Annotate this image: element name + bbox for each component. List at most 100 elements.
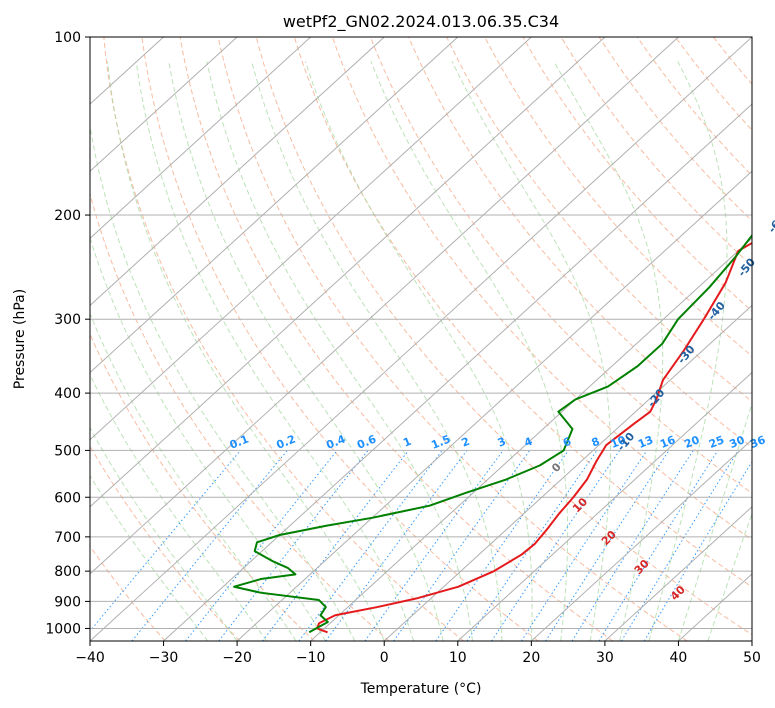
mixing-ratio-label: 16	[658, 433, 677, 451]
dry-adiabat	[293, 37, 752, 588]
y-axis-title: Pressure (hPa)	[12, 289, 28, 389]
mixing-ratio-label: 2	[460, 435, 472, 450]
mixing-ratio-label: 25	[707, 433, 726, 451]
mixing-ratio-label: 1	[401, 435, 413, 450]
isotherm	[457, 371, 752, 641]
x-tick-label: 40	[670, 650, 688, 666]
dry-adiabat	[141, 37, 539, 641]
x-tick-label: −40	[75, 650, 105, 666]
y-tick-label: 300	[54, 312, 81, 328]
moist-adiabat	[90, 312, 297, 641]
x-tick-label: 50	[743, 650, 761, 666]
moist-adiabat	[90, 236, 326, 641]
isotherm	[90, 37, 459, 374]
mixing-ratio-line	[364, 450, 504, 641]
dry-adiabat	[522, 37, 752, 312]
mixing-ratio-line	[643, 460, 752, 641]
moist-adiabat	[648, 61, 728, 641]
y-tick-label: 100	[54, 30, 81, 46]
isotherm	[90, 37, 238, 172]
y-tick-label: 1000	[45, 621, 81, 637]
mixing-ratio-label: 36	[748, 433, 767, 451]
isotherm	[90, 37, 385, 307]
isotherm	[236, 170, 752, 641]
dry-adiabat	[446, 37, 752, 403]
moist-adiabat	[251, 61, 503, 641]
moist-adiabat	[107, 61, 385, 641]
x-tick-label: 10	[449, 650, 467, 666]
profile-series	[233, 233, 752, 634]
x-axis-title: Temperature (°C)	[360, 681, 482, 697]
isotherm	[90, 37, 532, 441]
dry-adiabat	[408, 37, 752, 448]
mixing-ratio-line	[90, 450, 241, 632]
isotherm	[90, 37, 679, 575]
mixing-ratio-line	[571, 450, 694, 641]
y-tick-label: 900	[54, 594, 81, 610]
moist-adiabat	[370, 61, 569, 641]
y-tick-label: 200	[54, 208, 81, 224]
x-tick-label: 0	[380, 650, 389, 666]
y-tick-label: 600	[54, 490, 81, 506]
isotherm	[90, 37, 312, 240]
mixing-ratio-line	[598, 450, 719, 641]
moist-adiabat	[553, 61, 664, 641]
moist-adiabat	[168, 61, 444, 641]
dry-adiabat	[179, 37, 613, 641]
moist-adiabat	[90, 474, 209, 641]
mixing-ratio-label: 13	[636, 433, 655, 451]
background-lines	[90, 37, 752, 641]
x-tick-label: −30	[149, 650, 179, 666]
isotherm	[90, 37, 752, 641]
dry-adiabat	[255, 37, 752, 636]
dry-adiabat	[90, 333, 315, 641]
mixing-ratio-label: 8	[590, 435, 602, 450]
dry-adiabat	[636, 37, 752, 177]
temperature-profile	[316, 241, 752, 634]
isotherm	[530, 438, 752, 641]
mixing-ratio-line	[393, 450, 531, 641]
moist-adiabat	[206, 61, 473, 641]
mixing-ratio-line	[185, 450, 338, 641]
mixing-ratio-line	[466, 450, 598, 641]
mixing-ratio-line	[218, 450, 369, 641]
x-axis: −40 −30 −20 −10 0 10 20 30 40 50	[75, 641, 761, 666]
chart-title: wetPf2_GN02.2024.013.06.35.C34	[283, 12, 559, 32]
plot-frame	[89, 36, 753, 642]
dewpoint-profile	[233, 233, 752, 634]
dry-adiabat-label: -60	[766, 212, 775, 236]
mixing-ratio-line	[325, 450, 468, 641]
moist-adiabat	[90, 426, 238, 641]
moist-adiabat	[135, 61, 415, 641]
y-tick-label: 800	[54, 564, 81, 580]
dry-adiabat	[217, 37, 688, 641]
moist-adiabat	[707, 512, 752, 641]
y-tick-label: 700	[54, 530, 81, 546]
mixing-ratio-label: 3	[496, 435, 508, 450]
mixing-ratio-line	[435, 450, 569, 641]
x-tick-label: 30	[596, 650, 614, 666]
moist-adiabat	[451, 61, 611, 641]
isotherm	[90, 37, 606, 508]
y-tick-label: 400	[54, 386, 81, 402]
mixing-ratio-label: 20	[682, 433, 701, 451]
moist-adiabat	[90, 373, 267, 641]
mixing-ratio-line	[131, 450, 288, 641]
isotherm	[604, 506, 752, 641]
y-tick-label: 500	[54, 443, 81, 459]
x-tick-label: −20	[222, 650, 252, 666]
dry-adiabat	[560, 37, 752, 267]
dry-adiabat	[331, 37, 752, 541]
y-axis: 100 200 300 400 500 600 700 800 900 1000	[45, 30, 90, 637]
x-tick-label: 20	[522, 650, 540, 666]
x-tick-label: −10	[296, 650, 326, 666]
isotherm	[310, 237, 752, 641]
moist-adiabat	[677, 401, 752, 641]
dry-adiabat	[370, 37, 752, 494]
dry-adiabat	[90, 192, 390, 641]
isotherm	[163, 103, 752, 641]
mixing-ratio-label: 30	[728, 433, 747, 451]
isotherm	[383, 304, 752, 641]
